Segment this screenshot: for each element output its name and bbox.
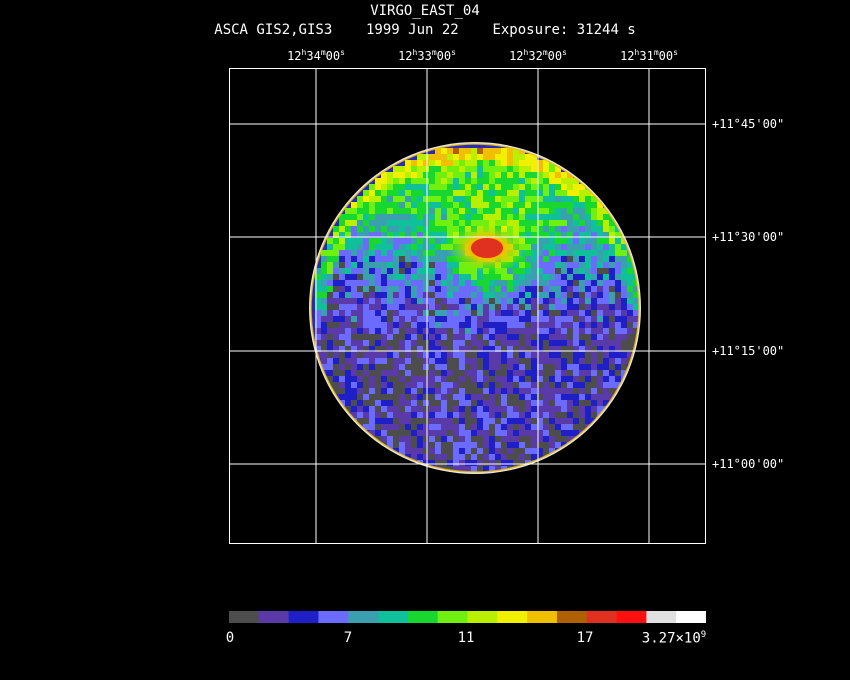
colorbar-cell	[467, 611, 498, 623]
dec-label-3: +11°15'00"	[712, 344, 785, 358]
dec-label-2: +11°30'00"	[712, 230, 785, 244]
ra-label-4: 12h31m00s	[620, 48, 678, 63]
colorbar-cell	[229, 611, 260, 623]
colorbar-label-2: 7	[343, 630, 353, 646]
colorbar-cell	[497, 611, 528, 623]
sky-image-frame	[229, 68, 706, 544]
colorbar-cell	[288, 611, 319, 623]
colorbar-cell	[378, 611, 409, 623]
colorbar-label-4: 17	[576, 630, 594, 646]
colorbar-cell	[676, 611, 706, 623]
colorbar-cell	[556, 611, 588, 623]
colorbar-cell	[407, 611, 439, 623]
colorbar-cell	[258, 611, 290, 623]
observation-info: ASCA GIS2,GIS3 1999 Jun 22 Exposure: 312…	[0, 22, 850, 38]
colorbar-cell	[646, 611, 677, 623]
dec-label-4: +11°00'00"	[712, 457, 785, 471]
ra-label-3: 12h32m00s	[509, 48, 567, 63]
instrument-label: ASCA GIS2,GIS3	[214, 22, 333, 38]
ra-label-1: 12h34m00s	[287, 48, 345, 63]
colorbar-cell	[527, 611, 558, 623]
colorbar-label-min: 0	[225, 630, 235, 646]
ra-label-2: 12h33m00s	[398, 48, 456, 63]
exposure-disk	[309, 142, 641, 474]
colorbar	[229, 611, 706, 623]
colorbar-label-3: 11	[457, 630, 475, 646]
colorbar-cell	[437, 611, 468, 623]
exposure-label: Exposure: 31244 s	[492, 22, 636, 38]
colorbar-cell	[616, 611, 647, 623]
dec-label-1: +11°45'00"	[712, 117, 785, 131]
colorbar-cell	[318, 611, 349, 623]
colorbar-cell	[586, 611, 618, 623]
date-label: 1999 Jun 22	[366, 22, 459, 38]
image-title: VIRGO_EAST_04	[370, 3, 480, 19]
colorbar-cell	[348, 611, 379, 623]
coordinate-grid	[229, 68, 706, 544]
colorbar-label-max: 3.27×109	[641, 630, 707, 647]
